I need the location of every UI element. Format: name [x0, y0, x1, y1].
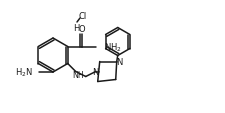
Text: N: N — [92, 67, 99, 76]
Text: Cl: Cl — [79, 11, 87, 20]
Text: NH: NH — [72, 70, 84, 79]
Text: O: O — [78, 25, 85, 34]
Text: H: H — [73, 23, 79, 32]
Text: H$_2$N: H$_2$N — [15, 66, 33, 79]
Text: NH$_2$: NH$_2$ — [104, 41, 121, 53]
Text: N: N — [117, 58, 123, 66]
